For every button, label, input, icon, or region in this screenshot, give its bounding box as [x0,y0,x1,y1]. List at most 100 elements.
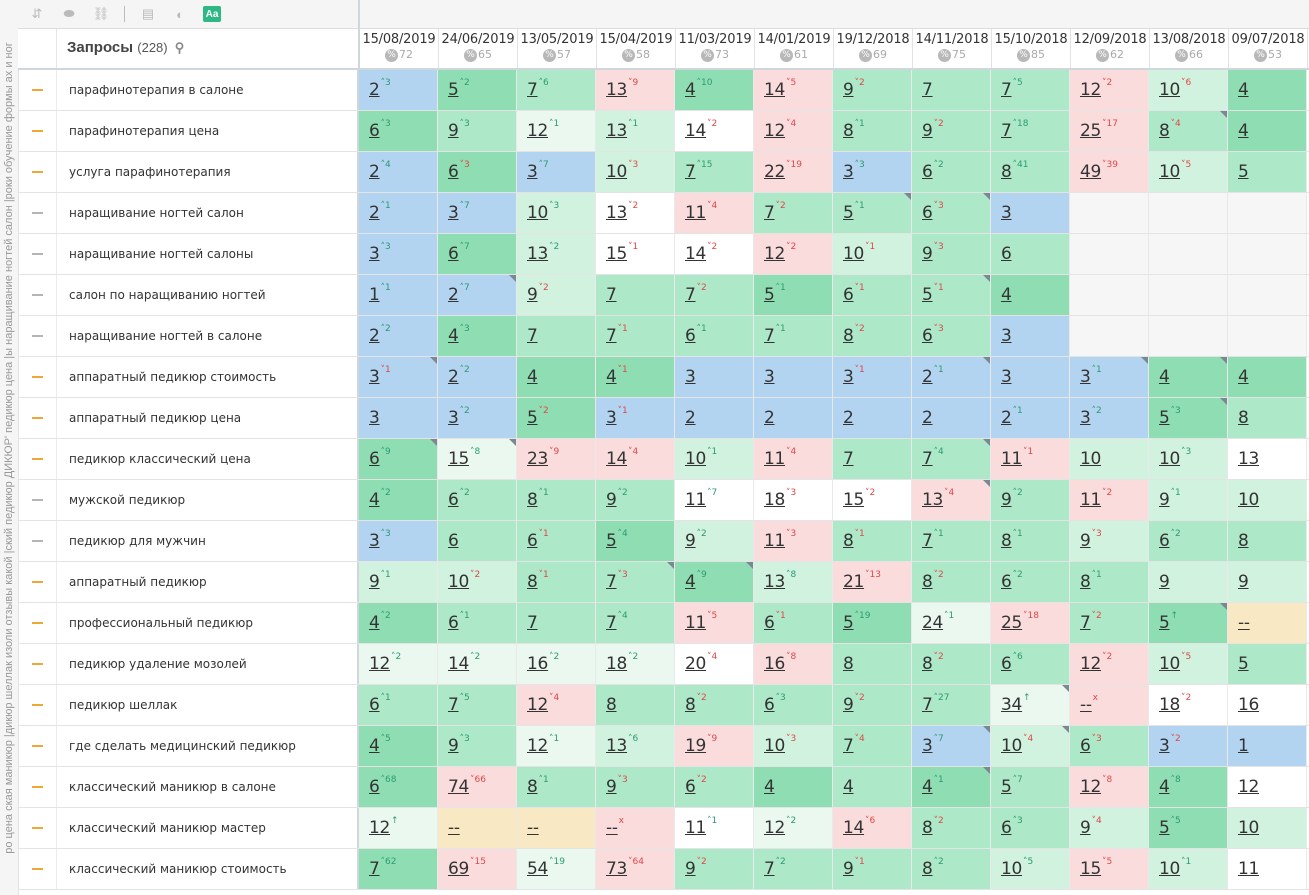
position-value[interactable]: -- [1080,695,1092,715]
position-value[interactable]: 2 [369,162,380,182]
position-cell[interactable]: 9˅2 [833,685,912,725]
position-cell[interactable]: -- [517,808,596,848]
position-cell[interactable]: 6˅1 [517,521,596,561]
position-value[interactable]: 7 [764,859,775,879]
date-column-header[interactable]: 15/10/2018% 85 [992,29,1071,68]
query-text[interactable]: парафинотерапия цена [57,111,359,151]
position-value[interactable]: 7 [764,203,775,223]
position-value[interactable]: 6 [922,326,933,346]
position-value[interactable]: 6 [1001,572,1012,592]
position-cell[interactable]: 3˄3 [833,152,912,192]
date-column-header[interactable]: 09/07/2018% 53 [1229,29,1308,68]
position-value[interactable]: 7 [843,449,854,469]
position-value[interactable]: 2 [843,408,854,428]
position-cell[interactable]: 7˅4 [833,726,912,766]
position-value[interactable]: 12 [1238,777,1260,797]
status-dash[interactable] [18,562,57,602]
position-cell[interactable]: 4˄10 [675,70,754,110]
position-cell[interactable]: 6˄2 [991,562,1070,602]
position-cell[interactable]: 11˅4 [754,439,833,479]
position-value[interactable]: 13 [527,244,549,264]
position-value[interactable]: 9 [685,531,696,551]
position-value[interactable]: 9 [448,736,459,756]
query-text[interactable]: салон по наращиванию ногтей [57,275,359,315]
position-cell[interactable]: 4 [517,357,596,397]
position-cell[interactable]: 8˅1 [517,562,596,602]
position-value[interactable]: 9 [843,695,854,715]
position-value[interactable]: 6 [1001,818,1012,838]
position-cell[interactable]: 2 [833,398,912,438]
position-value[interactable]: 6 [764,613,775,633]
position-value[interactable]: -- [1238,613,1250,633]
position-value[interactable]: 7 [606,613,617,633]
position-cell[interactable]: 5˄5 [1149,808,1228,848]
position-cell[interactable]: 4˄3 [438,316,517,356]
position-value[interactable]: 6 [527,531,538,551]
position-value[interactable]: 6 [1001,654,1012,674]
position-value[interactable]: 2 [369,80,380,100]
position-cell[interactable]: 54˄19 [517,849,596,889]
position-cell[interactable]: 3 [359,398,438,438]
position-value[interactable]: 4 [685,572,696,592]
position-cell[interactable]: 7˄18 [991,111,1070,151]
position-value[interactable]: 3 [685,367,696,387]
position-cell[interactable]: 12˄1 [517,726,596,766]
position-value[interactable]: 49 [1080,162,1102,182]
position-cell[interactable]: 4˄2 [359,603,438,643]
position-value[interactable]: 5 [527,408,538,428]
position-cell[interactable]: 6˅1 [754,603,833,643]
position-value[interactable]: 11 [685,203,707,223]
position-cell[interactable]: 7˄5 [438,685,517,725]
position-value[interactable]: 8 [843,326,854,346]
position-value[interactable]: 9 [843,80,854,100]
position-cell[interactable]: 13˅9 [596,70,675,110]
position-cell[interactable]: 12˅2 [1070,644,1149,684]
position-value[interactable]: 4 [1238,367,1249,387]
position-value[interactable]: 7 [606,326,617,346]
position-value[interactable]: 6 [448,162,459,182]
query-text[interactable]: наращивание ногтей в салоне [57,316,359,356]
position-value[interactable]: 3 [764,367,775,387]
position-value[interactable]: -- [606,818,618,838]
position-cell[interactable]: 1˄1 [359,275,438,315]
position-cell[interactable]: 7˄2 [754,849,833,889]
position-value[interactable]: 18 [1159,695,1181,715]
position-value[interactable]: 10 [685,449,707,469]
position-cell[interactable]: 6 [991,234,1070,274]
position-value[interactable]: 4 [527,367,538,387]
position-cell[interactable]: --x [1070,685,1149,725]
position-value[interactable]: 10 [1159,162,1181,182]
position-cell[interactable]: 9˅3 [596,767,675,807]
toggle-icon[interactable]: ⬬ [63,6,75,21]
position-cell[interactable]: 7˄1 [912,521,991,561]
position-cell[interactable]: 3˄7 [912,726,991,766]
position-value[interactable]: 12 [369,818,391,838]
position-cell[interactable]: 6 [438,521,517,561]
position-value[interactable]: 2 [1001,408,1012,428]
position-value[interactable]: 5 [1159,818,1170,838]
position-cell[interactable]: 4˄1 [912,767,991,807]
position-value[interactable]: 54 [527,859,549,879]
position-value[interactable]: 9 [606,777,617,797]
position-cell[interactable]: 12˅2 [754,234,833,274]
position-value[interactable]: 4 [1159,777,1170,797]
position-value[interactable]: 16 [527,654,549,674]
position-cell[interactable]: 15˄8 [438,439,517,479]
position-cell[interactable]: 11˄7 [675,480,754,520]
position-cell[interactable]: 18˅2 [1149,685,1228,725]
position-value[interactable]: 10 [1159,654,1181,674]
position-cell[interactable]: 14˅4 [596,439,675,479]
position-value[interactable]: 3 [369,367,380,387]
position-cell[interactable]: 6˄3 [359,111,438,151]
position-cell[interactable]: 3 [675,357,754,397]
position-value[interactable]: 14 [685,244,707,264]
position-value[interactable]: 2 [369,326,380,346]
position-value[interactable]: 8 [922,572,933,592]
date-column-header[interactable]: 14/11/2018% 75 [913,29,992,68]
position-cell[interactable]: 10˅3 [596,152,675,192]
position-cell[interactable]: 2˄1 [359,193,438,233]
position-value[interactable]: 4 [685,80,696,100]
status-dash[interactable] [18,644,57,684]
position-cell[interactable]: 9 [1228,562,1307,602]
position-value[interactable]: 10 [448,572,470,592]
